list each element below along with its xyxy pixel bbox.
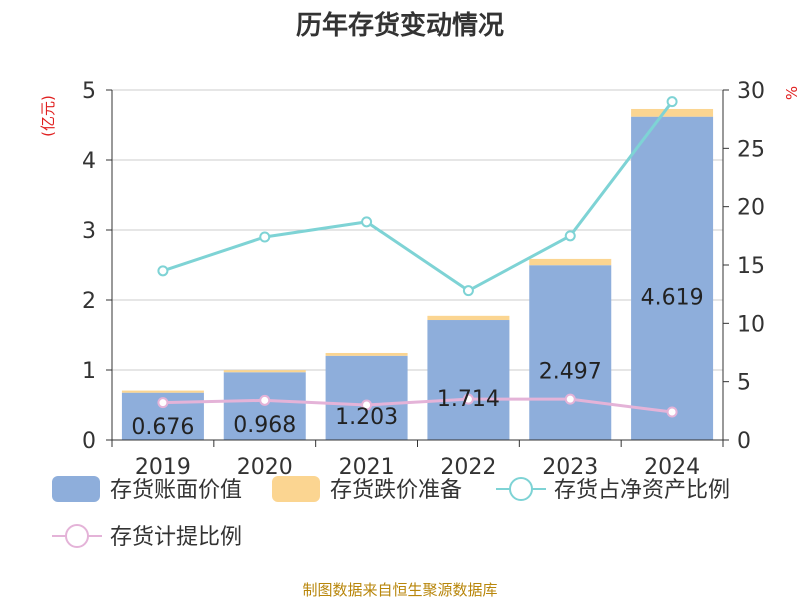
right-axis-tick-label: 20 <box>737 196 765 221</box>
left-axis-tick-label: 4 <box>82 149 96 174</box>
bar-data-label: 4.619 <box>641 285 704 310</box>
x-axis-tick-label: 2020 <box>237 455 293 480</box>
bar-impairment <box>631 108 714 117</box>
net-asset-ratio-point <box>564 230 576 242</box>
x-axis-tick-label: 2021 <box>339 455 395 480</box>
net-asset-ratio-point <box>462 285 474 297</box>
bar-book-value <box>325 355 408 440</box>
lines <box>157 96 678 418</box>
legend-label-impairment: 存货跌价准备 <box>330 478 462 503</box>
net-asset-ratio-point <box>361 216 373 228</box>
provision-ratio-point <box>157 397 169 409</box>
axes: 0 1 2 3 4 5 0 5 10 15 20 25 30 2019 2020 2021 2022 2023 20… <box>82 79 765 480</box>
right-axis-unit: % <box>783 86 800 100</box>
legend-label-net-asset-ratio: 存货占净资产比例 <box>554 478 730 503</box>
bar-impairment <box>121 390 204 393</box>
x-axis-tick-label: 2019 <box>135 455 191 480</box>
bar-impairment <box>223 370 306 373</box>
legend-swatch-book-value <box>52 476 100 502</box>
bar-labels: 0.676 0.968 1.203 1.714 2.497 4.619 <box>131 285 703 440</box>
chart-title: 历年存货变动情况 <box>296 10 504 41</box>
provision-ratio-line <box>162 397 673 414</box>
right-axis-tick-label: 5 <box>737 371 751 396</box>
provision-ratio-point <box>462 393 474 405</box>
x-axis-tick-label: 2024 <box>644 455 700 480</box>
net-asset-ratio-line <box>162 100 674 293</box>
net-asset-ratio-point <box>666 96 678 108</box>
x-axis-tick-label: 2022 <box>440 455 496 480</box>
gridlines <box>112 89 723 371</box>
legend-swatch-impairment <box>272 476 320 502</box>
right-axis-tick-label: 25 <box>737 137 765 162</box>
left-axis-tick-label: 0 <box>82 429 96 454</box>
net-asset-ratio-point <box>157 265 169 277</box>
provision-ratio-point <box>259 394 271 406</box>
bar-impairment <box>427 315 510 321</box>
x-axis-tick-label: 2023 <box>542 455 598 480</box>
bar-impairment <box>529 258 612 266</box>
left-axis-unit: (亿元) <box>39 95 57 137</box>
bar-book-value <box>223 372 306 440</box>
bar-data-label: 2.497 <box>539 360 602 385</box>
bar-data-label: 1.714 <box>437 387 500 412</box>
legend-marker-net-asset-ratio <box>509 477 533 501</box>
provision-ratio-point <box>361 399 373 411</box>
bars <box>121 108 714 441</box>
bar-book-value <box>427 320 510 440</box>
net-asset-ratio-point <box>259 231 271 243</box>
right-axis-tick-label: 0 <box>737 429 751 454</box>
right-axis-tick-label: 10 <box>737 312 765 337</box>
right-axis-tick-label: 30 <box>737 79 765 104</box>
bar-data-label: 0.968 <box>233 413 296 438</box>
legend-label-book-value: 存货账面价值 <box>110 478 242 503</box>
left-axis-tick-label: 3 <box>82 219 96 244</box>
bar-book-value <box>631 116 714 441</box>
bar-data-label: 1.203 <box>335 405 398 430</box>
left-axis-tick-label: 5 <box>82 79 96 104</box>
legend-label-provision-ratio: 存货计提比例 <box>110 525 242 550</box>
right-axis-tick-label: 15 <box>737 254 765 279</box>
provision-ratio-point <box>564 393 576 405</box>
legend-marker-provision-ratio <box>65 524 89 548</box>
left-axis-tick-label: 1 <box>82 359 96 384</box>
left-axis-tick-label: 2 <box>82 289 96 314</box>
bar-book-value <box>529 265 612 440</box>
bar-data-label: 0.676 <box>131 415 194 440</box>
provision-ratio-point <box>666 406 678 418</box>
bar-impairment <box>325 352 408 356</box>
source-note: 制图数据来自恒生聚源数据库 <box>302 581 497 599</box>
